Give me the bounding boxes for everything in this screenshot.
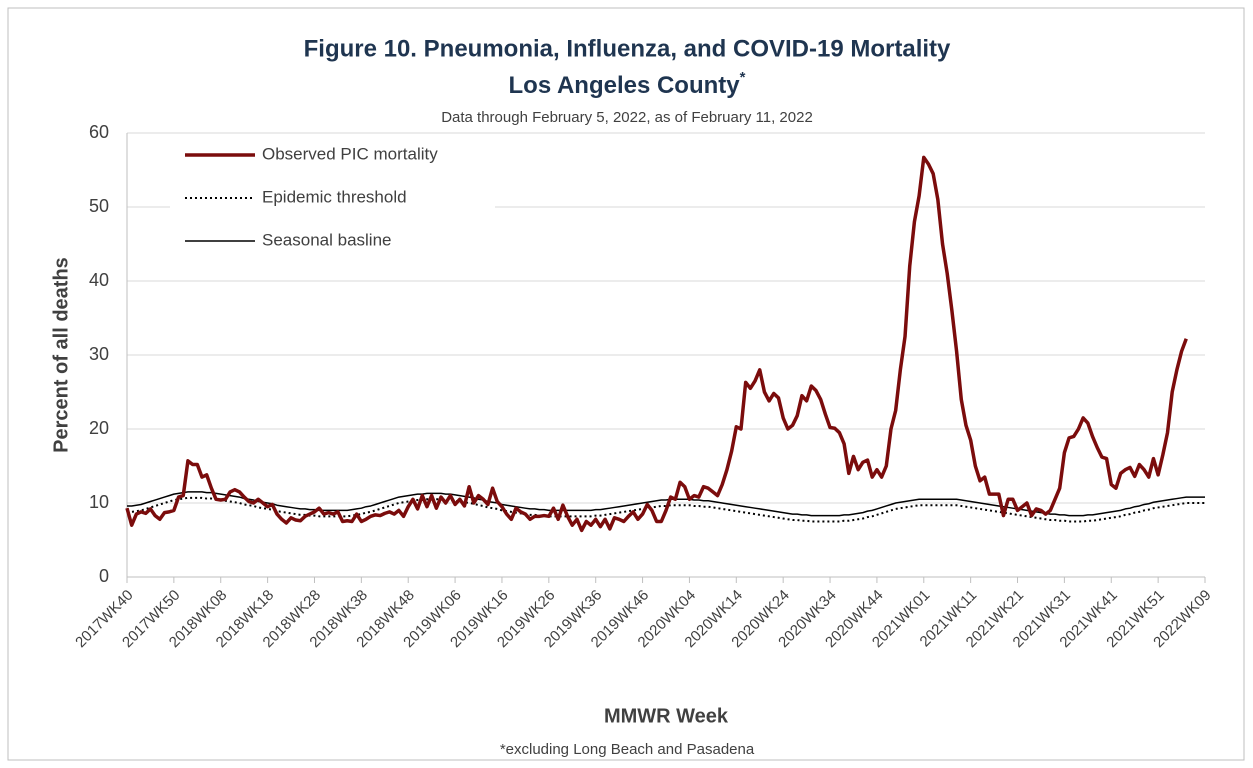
- y-tick-label: 60: [89, 122, 109, 142]
- x-axis-label: MMWR Week: [604, 705, 729, 727]
- y-tick-label: 40: [89, 270, 109, 290]
- title-marker: *: [740, 69, 746, 86]
- legend-label: Epidemic threshold: [262, 187, 407, 206]
- y-tick-label: 50: [89, 196, 109, 216]
- series-line: [127, 496, 1205, 523]
- series-line: [127, 491, 1205, 517]
- y-tick-label: 30: [89, 344, 109, 364]
- series-line: [125, 155, 1188, 533]
- footnote: *excluding Long Beach and Pasadena: [500, 741, 755, 758]
- legend: Observed PIC mortality Epidemic threshold…: [170, 140, 495, 262]
- chart-subtitle: Data through February 5, 2022, as of Feb…: [441, 109, 813, 126]
- chart-title: Figure 10. Pneumonia, Influenza, and COV…: [304, 35, 951, 62]
- y-axis-label: Percent of all deaths: [50, 257, 72, 453]
- y-tick-label: 10: [89, 492, 109, 512]
- y-tick-label: 20: [89, 418, 109, 438]
- legend-label: Seasonal basline: [262, 230, 391, 249]
- legend-label: Observed PIC mortality: [262, 144, 438, 163]
- y-tick-label: 0: [99, 566, 109, 586]
- title-line2: Los Angeles County: [509, 72, 741, 99]
- chart-title-line2: Los Angeles County*: [509, 69, 746, 99]
